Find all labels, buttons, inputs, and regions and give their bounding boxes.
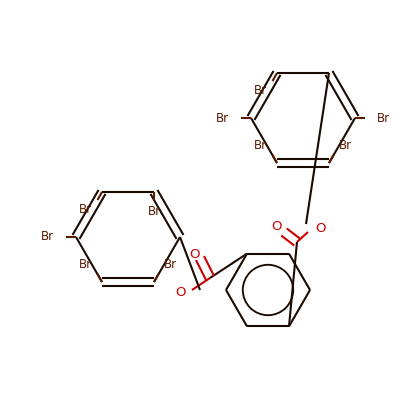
Text: O: O xyxy=(189,248,199,260)
Text: Br: Br xyxy=(79,258,92,270)
Text: Br: Br xyxy=(216,112,229,124)
Text: Br: Br xyxy=(254,84,267,98)
Text: Br: Br xyxy=(148,206,160,218)
Text: Br: Br xyxy=(254,138,267,152)
Text: Br: Br xyxy=(339,138,352,152)
Text: Br: Br xyxy=(41,230,54,244)
Text: O: O xyxy=(315,222,325,236)
Text: O: O xyxy=(271,220,281,234)
Text: O: O xyxy=(175,286,185,298)
Text: Br: Br xyxy=(164,258,177,270)
Text: Br: Br xyxy=(79,204,92,216)
Text: Br: Br xyxy=(377,112,390,124)
